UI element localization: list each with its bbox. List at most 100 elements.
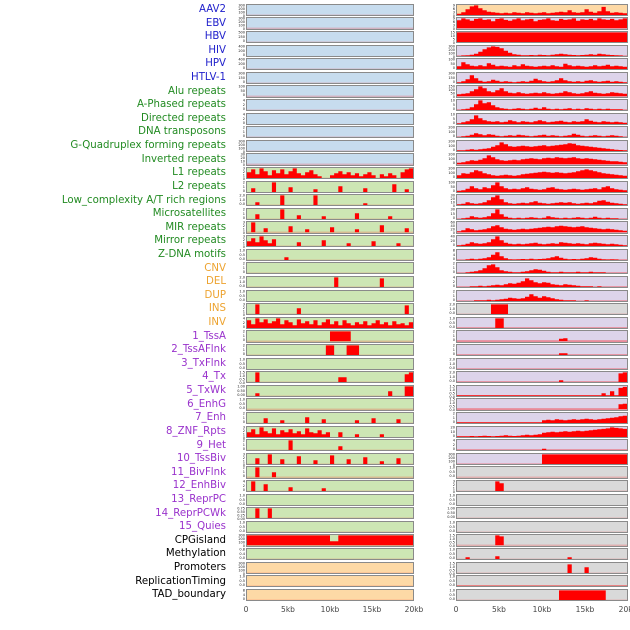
signal-panel-right: [456, 126, 628, 139]
signal-panel-right: [456, 235, 628, 248]
signal-plot: [247, 535, 413, 546]
y-tick-label: 0: [242, 462, 245, 467]
y-tick-label: 0: [452, 243, 455, 248]
y-tick-label: 0.0: [449, 529, 455, 534]
y-tick-label: 4: [242, 592, 245, 597]
y-tick-label: 10: [450, 429, 455, 434]
y-axis-right: 20 10 0: [440, 425, 456, 438]
track-row: Promoters 300 200 100 0 1.5 1.0 0.5 0.0: [0, 561, 630, 575]
y-tick-label: 0: [242, 149, 245, 154]
y-tick-label: 15: [450, 211, 455, 216]
y-axis-left: 300 200 100 0: [230, 561, 246, 575]
y-tick-label: 0.50: [447, 511, 455, 516]
signal-panel-left: [246, 561, 414, 574]
panel-gap: [414, 118, 440, 119]
y-tick-label: 200: [238, 142, 245, 147]
signal-area: [325, 345, 360, 356]
signal-plot: [247, 256, 413, 260]
y-tick-label: 0: [452, 420, 455, 425]
signal-plot: [247, 426, 413, 437]
signal-plot: [457, 209, 627, 220]
signal-panel-left: [246, 330, 414, 343]
signal-plot: [247, 572, 413, 573]
track-row: G-Quadruplex forming repeats 300 200 100 0 20…: [0, 139, 630, 154]
track-row: 9_Het 2 1 0 4 2 0: [0, 439, 630, 453]
signal-panel-right: [456, 493, 628, 506]
y-tick-label: 0.5: [449, 592, 455, 597]
y-axis-left: 1.00 0.50 0.00: [230, 385, 246, 397]
y-tick-label: 2: [242, 320, 245, 325]
y-tick-label: 30: [450, 207, 455, 212]
signal-area: [491, 304, 508, 315]
signal-plot: [457, 293, 627, 301]
y-tick-label: 100: [238, 23, 245, 28]
y-tick-label: 0.5: [239, 524, 245, 529]
signal-plot: [247, 168, 413, 179]
y-tick-label: 0.00: [237, 392, 245, 397]
signal-plot: [247, 345, 413, 356]
track-label: MIR repeats: [165, 221, 226, 233]
signal-area: [559, 590, 606, 601]
y-axis-left: 1.0 0.5 0.0: [230, 357, 246, 370]
signal-plot: [457, 304, 627, 315]
signal-plot: [457, 18, 627, 29]
signal-area: [457, 133, 627, 138]
y-axis-left: 2.0 1.0 0.0: [230, 194, 246, 206]
track-list: AAV2 300 200 100 0 9 6 3 0 EBV 300 200 100 0 9 6 3 0 HBV 50…: [0, 3, 630, 602]
signal-plot: [457, 590, 627, 601]
signal-plot: [247, 372, 413, 383]
y-tick-label: 100: [238, 84, 245, 89]
panel-gap: [414, 526, 440, 527]
signal-panel-left: [246, 398, 414, 411]
panel-gap: [414, 431, 440, 432]
signal-panel-left: [246, 71, 414, 84]
y-tick-label: 0.0: [449, 474, 455, 479]
track-label: CNV: [204, 262, 226, 274]
y-tick-label: 1: [242, 130, 245, 135]
y-tick-label: 0: [242, 544, 245, 549]
signal-panel-right: [456, 548, 628, 561]
y-axis-right: 1.0 0.5 0.0: [440, 575, 456, 587]
y-tick-label: 1.00: [447, 506, 455, 511]
track-label: 14_ReprPCWk: [155, 507, 226, 519]
y-tick-label: 0: [452, 120, 455, 125]
y-axis-left: 0.75 0.50 0.25 0.00: [230, 506, 246, 521]
panel-gap: [414, 513, 440, 514]
signal-panel-right: [456, 575, 628, 588]
signal-panel-left: [246, 588, 414, 602]
y-tick-label: 0: [242, 324, 245, 329]
y-tick-label: 0: [242, 313, 245, 318]
track-row: HPV 400 200 0 100 50 0: [0, 57, 630, 71]
signal-plot: [247, 368, 413, 369]
signal-panel-right: [456, 357, 628, 370]
y-tick-label: 0.5: [449, 404, 455, 409]
y-tick-label: 0: [242, 107, 245, 112]
y-tick-label: 1: [452, 293, 455, 298]
signal-plot: [457, 481, 627, 492]
y-tick-label: 150: [448, 75, 455, 80]
y-axis-left: 400 200 0: [230, 44, 246, 57]
x-tick-label: 5kb: [281, 604, 295, 614]
signal-plot: [457, 251, 627, 260]
track-row: Mirror repeats 3 2 1 0 40 20 0: [0, 234, 630, 249]
y-axis-left: 500 250 0: [230, 31, 246, 43]
track-label: DEL: [206, 276, 226, 288]
y-tick-label: 0: [452, 447, 455, 452]
track-row: Methylation 0.8 0.4 0.0 1.0 0.5 0.0: [0, 547, 630, 561]
y-tick-label: 2: [242, 125, 245, 130]
y-tick-label: 0: [452, 27, 455, 32]
y-tick-label: 0.75: [237, 506, 245, 511]
y-tick-label: 0.0: [449, 501, 455, 506]
track-label: HPV: [205, 58, 226, 70]
signal-plot: [247, 304, 413, 315]
y-tick-label: 30: [240, 152, 245, 157]
y-tick-label: 0.0: [239, 365, 245, 370]
signal-panel-left: [246, 194, 414, 207]
y-axis-right: 300 200 100 0: [440, 453, 456, 467]
signal-area: [255, 372, 413, 383]
track-label: Alu repeats: [167, 85, 226, 97]
y-tick-label: 100: [238, 10, 245, 15]
y-tick-label: 1: [242, 334, 245, 339]
y-axis-right: 1.0 0.5 0.0: [440, 548, 456, 560]
